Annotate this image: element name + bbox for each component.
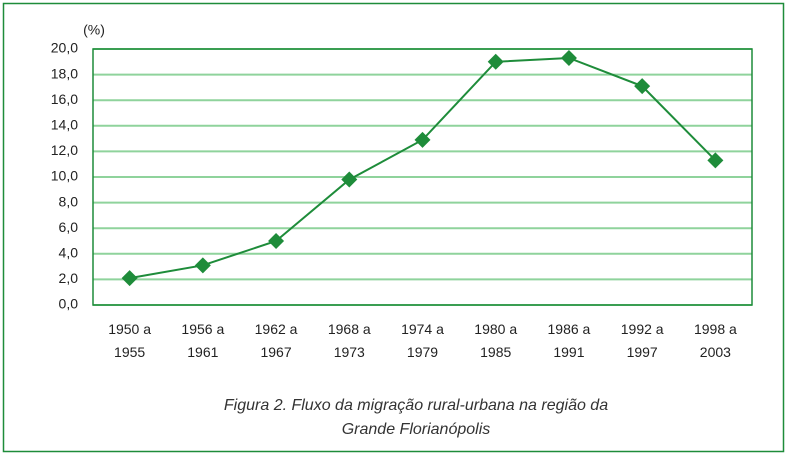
y-unit: (%): [83, 22, 105, 38]
marker: [121, 270, 138, 287]
marker: [414, 131, 431, 148]
marker: [341, 171, 358, 188]
caption: Figura 2. Fluxo da migração rural-urbana…: [224, 397, 608, 414]
y-tick-label: 4,0: [59, 245, 79, 261]
plot-border: [92, 48, 753, 306]
x-tick-label: 1992 a 1997: [621, 321, 664, 360]
x-tick-label: 1974 a 1979: [401, 321, 444, 360]
y-tick-label: 8,0: [59, 193, 79, 209]
x-tick-label: 1950 a 1955: [108, 321, 151, 360]
y-tick-label: 18,0: [51, 65, 78, 81]
marker: [634, 78, 651, 95]
x-tick-label: 1956 a 1961: [181, 321, 224, 360]
marker: [194, 257, 211, 274]
x-tick-label: 1986 a 1991: [548, 321, 591, 360]
x-tick-label: 1962 a 1967: [255, 321, 298, 360]
y-tick-label: 10,0: [51, 168, 78, 184]
x-tick-label: 1980 a 1985: [474, 321, 517, 360]
marker: [707, 152, 724, 169]
y-tick-label: 12,0: [51, 142, 78, 158]
y-tick-label: 0,0: [59, 296, 79, 312]
marker: [487, 53, 504, 70]
caption: Grande Florianópolis: [342, 421, 491, 438]
y-tick-label: 6,0: [59, 219, 79, 235]
x-tick-label: 1998 a 2003: [694, 321, 737, 360]
marker: [560, 49, 577, 66]
y-tick-label: 14,0: [51, 117, 78, 133]
y-tick-label: 2,0: [59, 270, 79, 286]
line: [129, 56, 717, 280]
x-tick-label: 1968 a 1973: [328, 321, 371, 360]
marker: [268, 233, 285, 249]
y-tick-label: 16,0: [51, 91, 78, 107]
y-tick-label: 20,0: [51, 40, 78, 56]
